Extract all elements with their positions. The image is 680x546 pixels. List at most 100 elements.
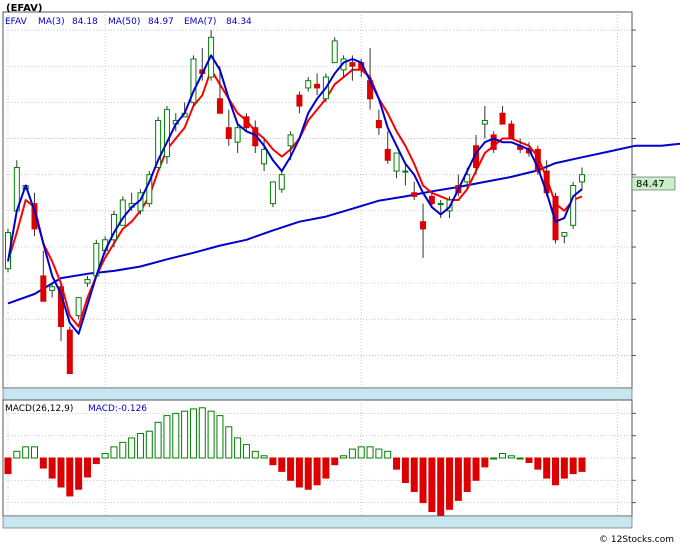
macd-bar-negative — [401, 457, 409, 484]
macd-bar-negative — [83, 457, 91, 478]
macd-bar-positive — [136, 432, 144, 459]
macd-bar-positive — [145, 430, 153, 459]
candle-down — [490, 134, 497, 150]
macd-bar-negative — [304, 457, 312, 490]
copyright: © 12Stocks.com — [599, 535, 674, 545]
candle-up — [49, 286, 56, 291]
macd-bar-negative — [313, 457, 321, 486]
candle-down — [428, 195, 435, 205]
macd-bar-negative — [48, 457, 56, 479]
macd-bar-negative — [560, 457, 568, 479]
macd-bar-positive — [357, 446, 365, 459]
macd-bar-negative — [419, 457, 427, 504]
price-panel: (EFAV) EFAV MA(3) 84.18 MA(50) 84.97 EMA… — [2, 3, 680, 401]
last-price-badge — [631, 176, 676, 191]
macd-legend-name: MACD(26,12,9) — [5, 404, 73, 414]
candle-up — [402, 170, 409, 173]
candle-up — [155, 119, 162, 168]
macd-x-axis-band — [2, 515, 633, 529]
candle-down — [57, 286, 64, 328]
macd-bar-negative — [534, 457, 542, 470]
macd-bar-negative — [481, 457, 489, 468]
candle-down — [225, 127, 232, 140]
ma50-series — [7, 142, 680, 305]
macd-bar-positive — [516, 457, 524, 460]
ma3-line — [7, 54, 583, 335]
candles — [5, 30, 585, 375]
candle-up — [287, 134, 294, 147]
macd-bar-negative — [287, 457, 295, 481]
macd-bar-positive — [242, 444, 250, 459]
macd-bar-positive — [119, 441, 127, 459]
macd-bar-positive — [490, 457, 498, 460]
candle-up — [331, 40, 338, 64]
macd-bar-negative — [428, 457, 436, 513]
macd-bar-negative — [75, 457, 83, 490]
macd-bar-positive — [172, 412, 180, 459]
macd-bar-positive — [499, 453, 507, 459]
macd-bar-positive — [366, 446, 374, 459]
candle-up — [84, 279, 91, 284]
macd-bar-negative — [331, 457, 339, 466]
candle-up — [579, 174, 585, 183]
macd-bar-negative — [66, 457, 74, 497]
legend-ema7-value: 84.34 — [226, 17, 252, 27]
macd-bar-negative — [472, 457, 480, 481]
macd-bar-negative — [463, 457, 471, 492]
candle-down — [411, 192, 418, 197]
candle-up — [305, 80, 312, 89]
macd-bar-negative — [269, 457, 277, 466]
macd-bar-positive — [163, 415, 171, 459]
macd-histogram — [4, 407, 586, 517]
macd-bar-negative — [295, 457, 303, 488]
candle-down — [508, 123, 515, 140]
ema7-series — [7, 68, 583, 328]
macd-bar-positive — [101, 453, 109, 459]
candle-down — [40, 275, 47, 302]
candle-down — [552, 195, 559, 241]
macd-bar-positive — [216, 415, 224, 459]
macd-bar-negative — [278, 457, 286, 472]
candle-down — [296, 94, 303, 107]
macd-bar-positive — [207, 410, 215, 459]
price-legend: EFAV MA(3) 84.18 MA(50) 84.97 EMA(7) 84.… — [5, 17, 252, 27]
macd-bar-positive — [251, 450, 259, 459]
candle-up — [234, 127, 241, 143]
candle-down — [216, 98, 223, 114]
macd-bar-positive — [181, 410, 189, 459]
legend-ema7: EMA(7) — [184, 17, 216, 27]
macd-bar-negative — [525, 457, 533, 463]
candle-up — [119, 199, 126, 226]
macd-bar-positive — [348, 448, 356, 459]
macd-bar-negative — [446, 457, 454, 510]
macd-bar-negative — [410, 457, 418, 492]
macd-bar-negative — [569, 457, 577, 475]
candle-down — [243, 116, 250, 129]
ma50-line — [7, 142, 680, 305]
chart-title: (EFAV) — [6, 3, 42, 14]
candle-up — [261, 148, 268, 165]
macd-bar-negative — [4, 457, 12, 475]
candle-down — [384, 148, 391, 161]
candle-up — [278, 174, 285, 190]
macd-bar-positive — [375, 448, 383, 459]
macd-bar-positive — [22, 446, 30, 459]
macd-legend-value: MACD:-0.126 — [88, 404, 147, 414]
ema7-line — [7, 68, 583, 328]
macd-bar-positive — [384, 450, 392, 459]
macd-bar-negative — [578, 457, 586, 472]
macd-bar-negative — [57, 457, 65, 488]
macd-bar-positive — [189, 408, 197, 459]
macd-bar-negative — [552, 457, 560, 486]
macd-bar-positive — [30, 446, 38, 459]
candle-up — [561, 232, 568, 237]
candle-down — [499, 112, 506, 125]
price-y-axis — [632, 29, 636, 356]
macd-bar-positive — [128, 437, 136, 459]
macd-bar-negative — [92, 457, 100, 465]
macd-bar-positive — [234, 437, 242, 459]
macd-bar-negative — [322, 457, 330, 479]
macd-bar-positive — [340, 455, 348, 459]
price-plot-frame — [2, 11, 633, 389]
